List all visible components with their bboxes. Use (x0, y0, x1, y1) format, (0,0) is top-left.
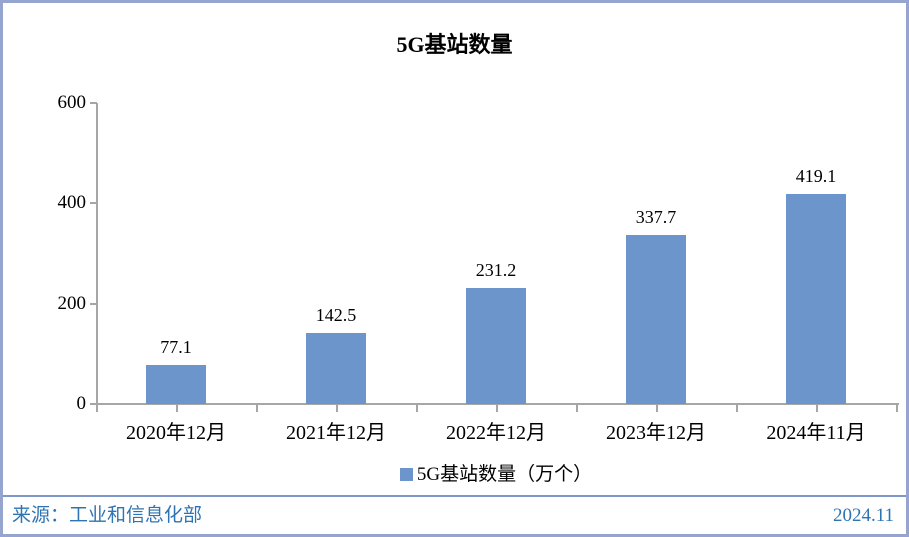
y-axis (96, 103, 98, 405)
chart-title: 5G基站数量 (396, 32, 513, 57)
footer: 来源：工业和信息化部 2024.11 (3, 497, 906, 534)
y-axis-tick-label: 0 (76, 393, 87, 414)
bar-value-label: 419.1 (795, 165, 837, 186)
x-axis-tick (256, 405, 258, 412)
footer-date: 2024.11 (832, 505, 894, 526)
x-axis-category-label: 2023年12月 (606, 422, 706, 444)
y-axis-tick-label: 400 (57, 192, 87, 214)
bar-2023年12月 (626, 234, 686, 404)
x-axis-category-label: 2022年12月 (446, 422, 546, 444)
legend: 5G基站数量（万个） (96, 459, 896, 486)
x-axis (96, 403, 899, 405)
x-axis-tick (656, 405, 658, 412)
y-axis-tick (90, 403, 97, 405)
x-axis-tick (496, 405, 498, 412)
y-axis-tick-label: 200 (57, 292, 87, 314)
bar-value-label: 337.7 (635, 206, 677, 227)
legend-label: 5G基站数量（万个） (416, 464, 593, 485)
legend-swatch-icon (399, 468, 413, 481)
x-axis-category-label: 2020年12月 (126, 422, 226, 444)
x-axis-tick (336, 405, 338, 412)
bar-value-label: 142.5 (315, 304, 357, 325)
x-axis-tick (896, 405, 898, 412)
x-axis-category-label: 2021年12月 (286, 422, 386, 444)
bar-2024年11月 (786, 193, 846, 404)
bar-2022年12月 (466, 288, 526, 404)
x-axis-tick (96, 405, 98, 412)
footer-divider (3, 495, 906, 497)
x-axis-tick (176, 405, 178, 412)
x-axis-tick (736, 405, 738, 412)
footer-source: 来源：工业和信息化部 (12, 505, 203, 526)
x-axis-tick (416, 405, 418, 412)
bar-2020年12月 (146, 365, 206, 404)
y-axis-tick (90, 302, 97, 305)
bar-2021年12月 (306, 332, 366, 404)
x-axis-category-label: 2024年11月 (766, 422, 866, 444)
y-axis-tick (90, 102, 97, 104)
x-axis-tick (816, 405, 818, 412)
y-axis-tick-label: 600 (57, 92, 87, 113)
x-axis-tick (576, 405, 578, 412)
bar-value-label: 77.1 (160, 337, 192, 358)
y-axis-tick (90, 202, 97, 205)
bar-value-label: 231.2 (475, 260, 517, 280)
